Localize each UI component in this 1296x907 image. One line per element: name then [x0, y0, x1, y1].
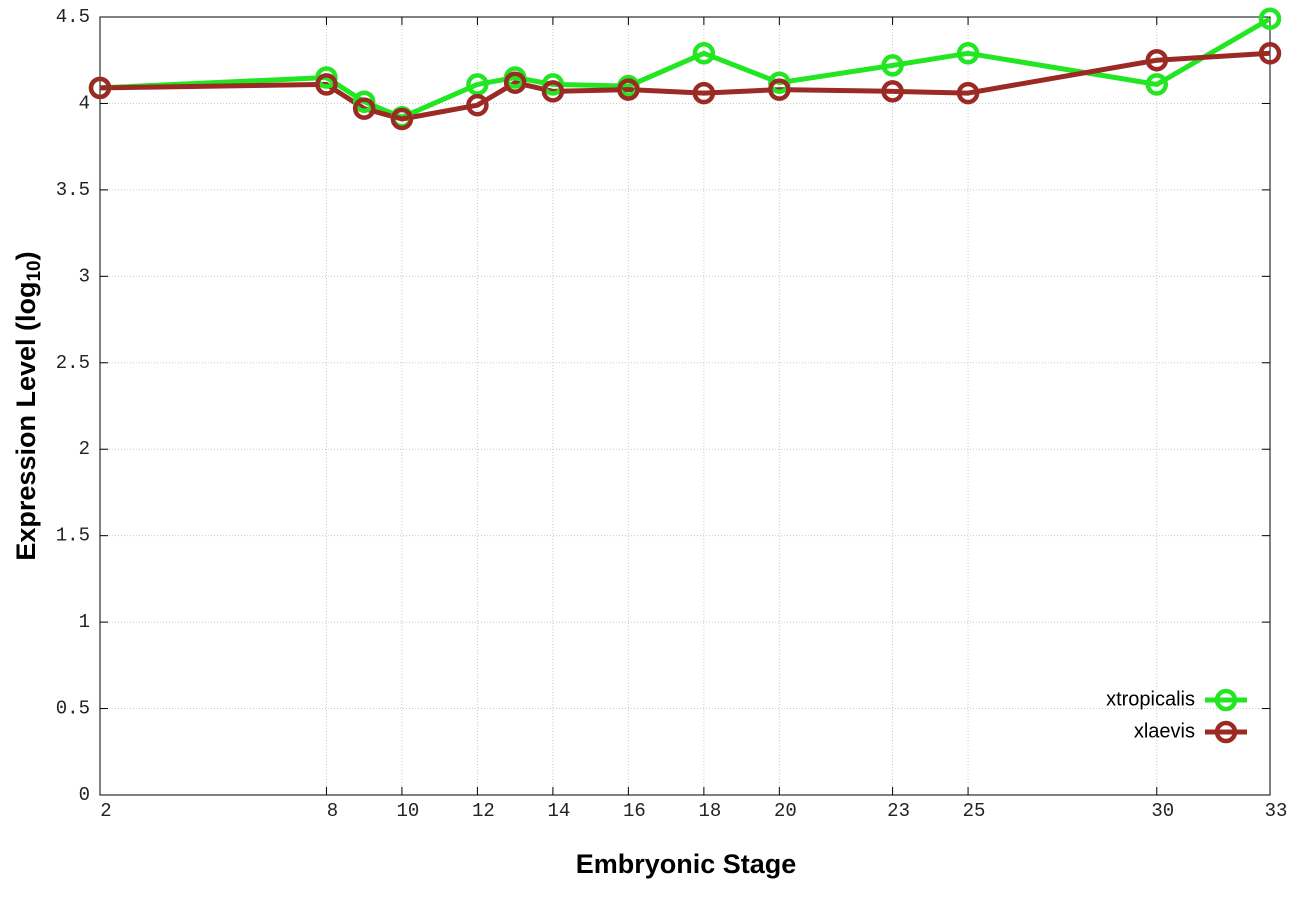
x-tick-label: 30	[1151, 800, 1174, 822]
y-tick-label: 4.5	[56, 6, 90, 28]
x-tick-label: 33	[1265, 800, 1288, 822]
y-axis-label-main: Expression Level (log	[11, 282, 41, 561]
y-tick-label: 2	[79, 438, 90, 460]
data-point	[541, 80, 565, 103]
data-point	[352, 90, 376, 113]
data-point	[881, 80, 904, 103]
data-point	[1145, 48, 1169, 72]
data-point	[88, 76, 112, 100]
data-point	[315, 66, 338, 89]
data-point	[692, 81, 716, 105]
y-tick-label: 4	[79, 92, 90, 114]
x-tick-label: 25	[963, 800, 986, 822]
y-tick-label: 1.5	[56, 525, 90, 547]
data-point	[956, 42, 980, 65]
x-tick-label: 12	[472, 800, 495, 822]
data-point	[692, 42, 716, 65]
x-tick-label: 18	[698, 800, 721, 822]
x-tick-label: 10	[397, 800, 420, 822]
data-point	[315, 73, 338, 96]
legend-label: xtropicalis	[1106, 688, 1195, 710]
data-point	[768, 71, 791, 94]
data-point	[768, 78, 791, 101]
data-point	[503, 71, 527, 94]
x-axis-label: Embryonic Stage	[576, 849, 797, 879]
y-tick-label: 1	[79, 611, 90, 633]
data-point	[881, 54, 904, 77]
x-tick-label: 14	[547, 800, 570, 822]
data-point	[352, 97, 376, 120]
data-point	[617, 78, 640, 101]
data-point	[541, 73, 565, 96]
x-tick-label: 23	[887, 800, 910, 822]
x-tick-label: 2	[100, 800, 111, 822]
y-tick-label: 3.5	[56, 179, 90, 201]
y-axis-label: Expression Level (log10)	[11, 251, 45, 560]
data-point	[466, 93, 489, 117]
y-tick-label: 0	[79, 784, 90, 806]
y-axis-label-end: )	[11, 251, 41, 260]
data-point	[466, 73, 489, 96]
data-point	[1258, 42, 1282, 65]
y-tick-label: 3	[79, 265, 90, 287]
legend-swatch-marker	[1214, 720, 1238, 744]
data-point	[956, 81, 980, 105]
data-point	[1145, 73, 1169, 96]
y-axis-label-sub: 10	[24, 260, 45, 281]
x-tick-label: 16	[623, 800, 646, 822]
legend-swatch-marker	[1214, 688, 1238, 712]
data-point	[390, 107, 414, 131]
y-tick-label: 0.5	[56, 698, 90, 720]
x-tick-label: 20	[774, 800, 797, 822]
legend-label: xlaevis	[1134, 720, 1195, 742]
plot-frame	[99, 16, 1271, 796]
data-point	[1258, 7, 1282, 30]
series-line	[99, 16, 1272, 120]
x-tick-label: 8	[327, 800, 338, 822]
y-tick-label: 2.5	[56, 352, 90, 374]
legend: xtropicalis xlaevis	[1106, 688, 1247, 744]
